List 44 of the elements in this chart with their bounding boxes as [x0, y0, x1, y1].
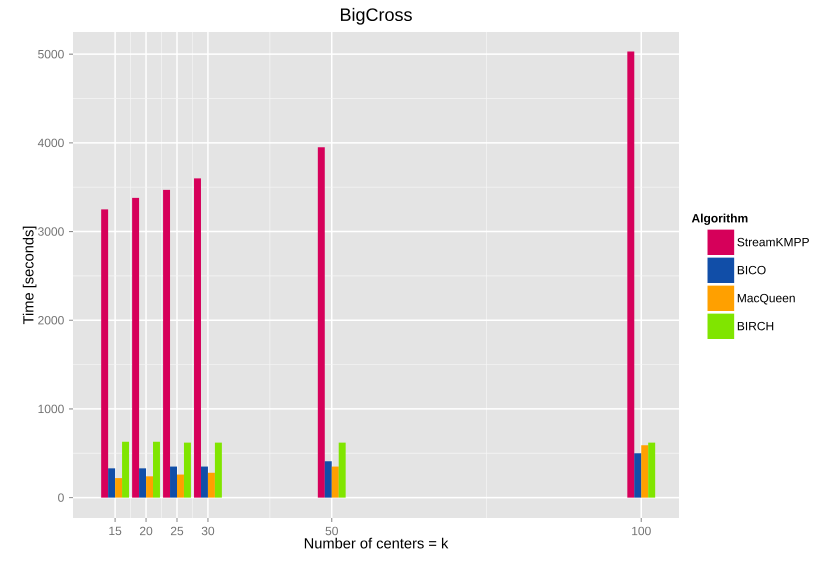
legend-label: BIRCH [738, 322, 774, 330]
x-axis-title: Number of centers = k [304, 538, 448, 548]
x-tick-label: 15 [109, 526, 122, 536]
bar [324, 461, 332, 498]
y-tick-label: 1000 [38, 404, 64, 414]
bar [163, 190, 170, 498]
bar [101, 209, 108, 498]
bar [648, 442, 656, 498]
bar [184, 442, 191, 498]
x-tick-label: 20 [140, 526, 152, 536]
bar [176, 474, 184, 498]
bar [627, 52, 634, 498]
bar [153, 442, 160, 498]
bar [208, 472, 215, 498]
bar [170, 466, 177, 498]
bar [200, 466, 208, 498]
legend-title: Algorithm [692, 214, 748, 225]
x-tick-label: 100 [632, 526, 651, 536]
x-tick-label: 30 [202, 526, 214, 536]
chart-title: BigCross [340, 8, 412, 25]
legend-label: StreamKMPP [737, 238, 809, 246]
legend-label: MacQueen [738, 294, 795, 304]
bar [194, 178, 201, 498]
y-tick-label: 2000 [38, 316, 64, 324]
bar [332, 466, 339, 498]
y-tick-label: 4000 [38, 138, 64, 148]
bar [122, 442, 130, 498]
bar [641, 445, 648, 498]
y-tick-label: 0 [58, 493, 64, 502]
legend-label: BICO [738, 266, 766, 274]
bar [214, 442, 222, 498]
bar [115, 478, 122, 498]
bar [634, 453, 642, 498]
y-axis-title: Time [seconds] [22, 226, 36, 324]
bar [132, 198, 140, 498]
x-tick-label: 25 [170, 526, 184, 536]
x-tick-label: 50 [326, 526, 338, 536]
bar [108, 468, 116, 498]
bar [139, 468, 146, 498]
bar [338, 442, 346, 498]
y-tick-label: 5000 [38, 50, 64, 58]
bar [146, 476, 154, 498]
y-tick-label: 3000 [38, 227, 64, 236]
bar [318, 147, 325, 498]
